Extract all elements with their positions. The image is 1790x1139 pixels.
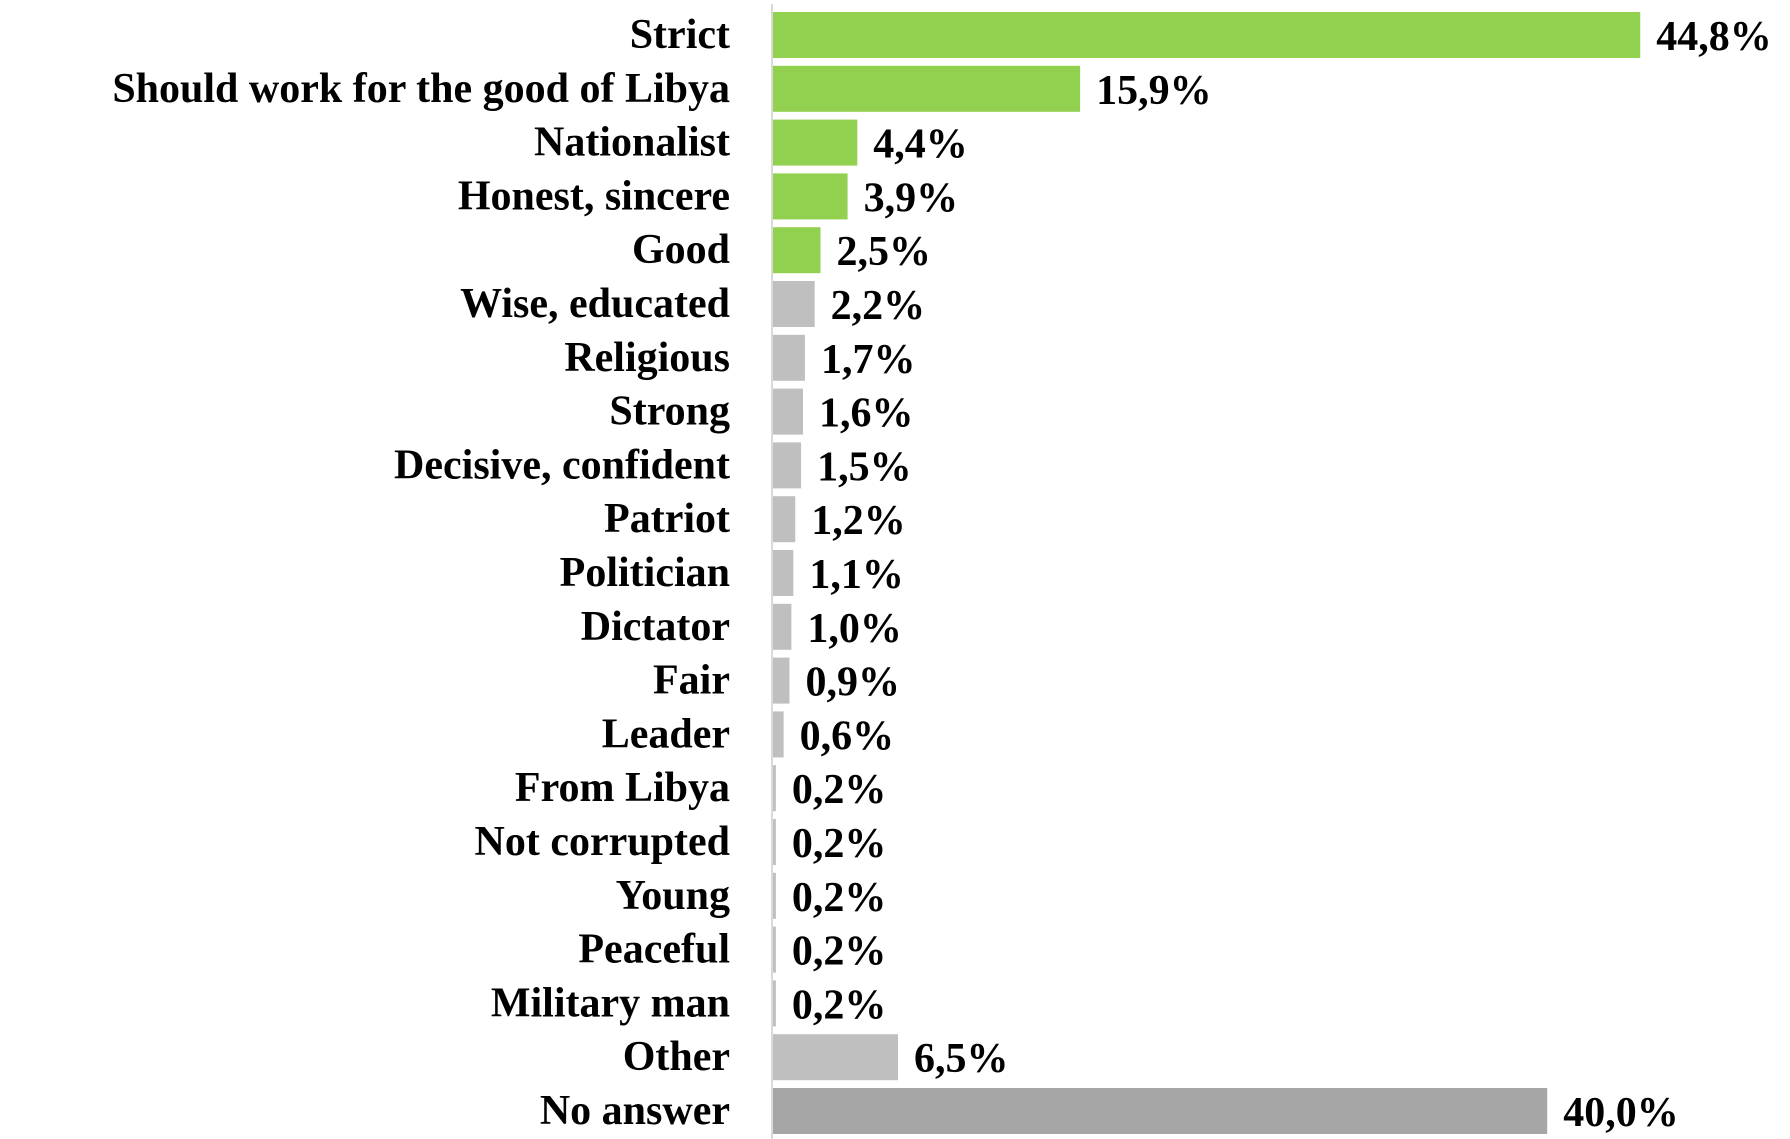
data-label: 1,7% [821,337,916,383]
bar [772,65,1081,112]
bar [772,550,794,596]
data-label: 1,0% [807,606,902,652]
bar [772,227,821,274]
data-label: 0,2% [792,875,887,921]
bar [772,819,776,865]
category-labels-group: Strict Should work for the good of Libya N… [112,12,730,1134]
data-label: 6,5% [914,1036,1009,1082]
bar [772,926,776,973]
data-label: 1,2% [811,498,906,544]
data-label: 1,1% [809,552,904,598]
data-label: 0,6% [800,713,895,759]
bar [772,281,815,327]
data-label: 15,9% [1096,68,1212,114]
data-label: 40,0% [1563,1090,1679,1136]
bar [772,12,1641,58]
category-label: Good [632,227,730,273]
category-label: From Libya [515,765,730,811]
data-label: 44,8% [1656,14,1772,60]
category-label: Military man [491,980,730,1026]
category-label: Nationalist [534,120,730,166]
data-label: 0,2% [792,929,887,975]
data-label: 3,9% [864,175,959,221]
data-label: 4,4% [873,122,968,168]
data-label: 0,2% [792,821,887,867]
bar [772,1034,898,1081]
bar [772,603,792,650]
category-label: Patriot [604,496,730,542]
category-label: Dictator [581,604,730,650]
data-label: 1,6% [819,391,914,437]
bar [772,872,776,919]
bar [772,1088,1548,1134]
category-label: Strong [609,389,730,435]
bar [772,765,776,812]
category-label: Leader [602,711,730,757]
category-label: Honest, sincere [458,173,730,219]
category-label: Other [623,1034,730,1080]
category-label: Strict [630,12,730,58]
category-label: Fair [653,658,730,704]
category-label: Religious [564,335,730,381]
value-labels-group: 44,8% 15,9% 4,4% 3,9% 2,5% 2,2% 1,7% 1,6% 1,5% 1,… [792,14,1772,1136]
category-label: Young [616,873,730,919]
bar [772,711,784,758]
category-label: Should work for the good of Libya [112,66,730,112]
bar [772,496,796,543]
category-label: No answer [540,1088,730,1134]
category-label: Peaceful [578,927,730,973]
bar [772,980,776,1027]
data-label: 1,5% [817,444,912,490]
bars-group [772,12,1641,1134]
category-label: Not corrupted [475,819,730,865]
bar [772,657,790,704]
category-label: Wise, educated [460,281,730,327]
data-label: 2,2% [831,283,926,329]
category-label: Politician [560,550,730,596]
data-label: 0,9% [805,660,900,706]
data-label: 0,2% [792,767,887,813]
bar [772,442,802,489]
bar [772,388,804,435]
category-label: Decisive, confident [394,442,730,488]
data-label: 0,2% [792,982,887,1028]
data-label: 2,5% [836,229,931,275]
bar [772,119,858,166]
bar [772,334,805,381]
bar [772,173,848,220]
